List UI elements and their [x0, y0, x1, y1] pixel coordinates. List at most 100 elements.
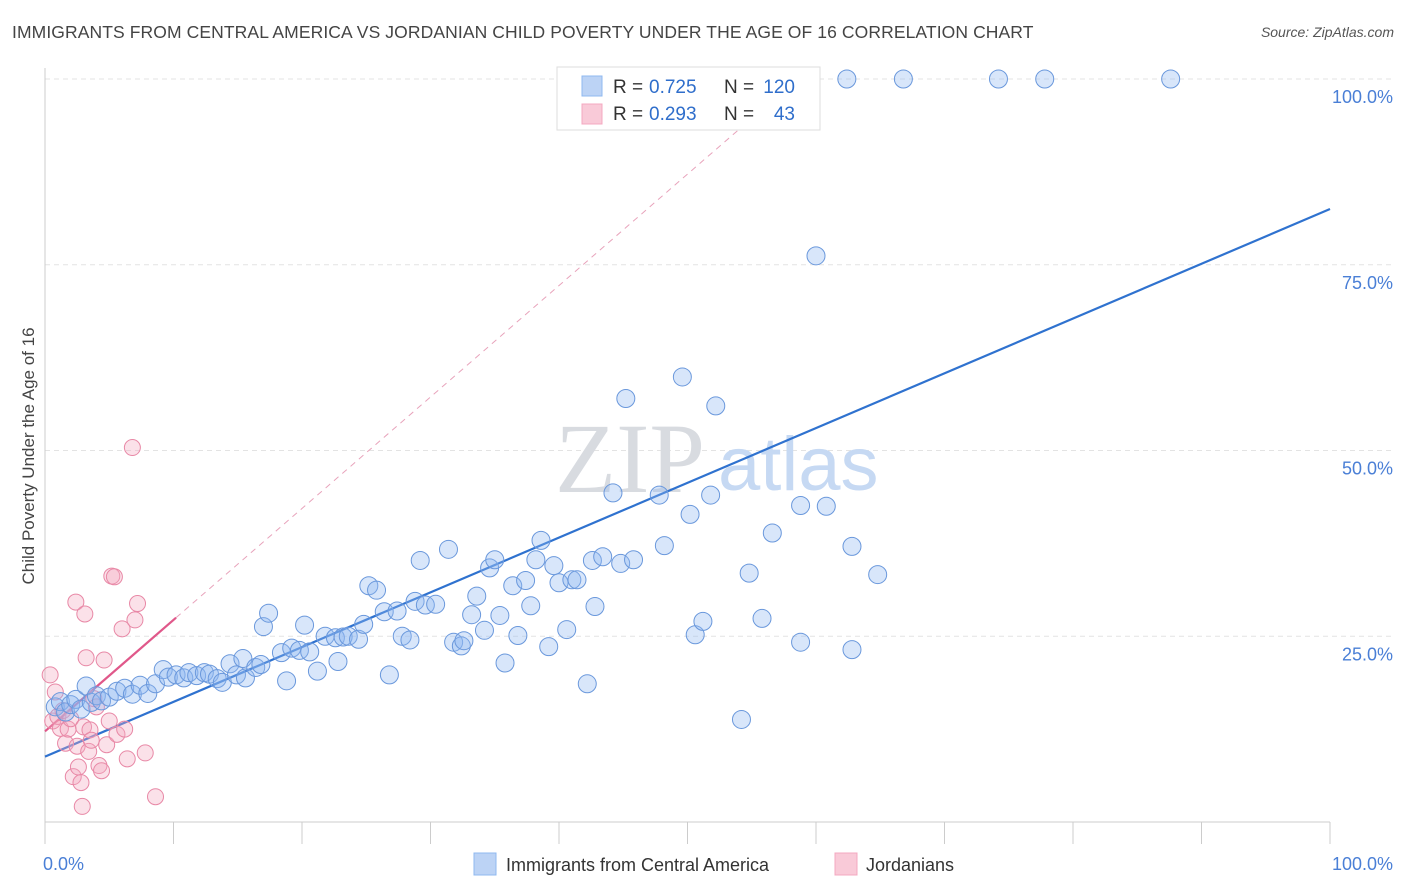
point-central-america-11 — [107, 681, 127, 701]
bottom-legend: Immigrants from Central America Jordania… — [473, 852, 954, 876]
point-central-america-106 — [816, 496, 836, 516]
point-jordanians-35 — [126, 611, 144, 629]
point-central-america-75 — [526, 550, 546, 570]
point-central-america-66 — [474, 620, 494, 640]
legend-swatch-jordanians — [581, 103, 603, 125]
point-central-america-103 — [791, 495, 811, 515]
point-central-america-21 — [179, 663, 199, 683]
point-jordanians-12 — [69, 758, 87, 776]
y-tick-label-2: 75.0% — [1342, 273, 1393, 293]
point-central-america-0 — [45, 697, 65, 717]
source-credit: Source: ZipAtlas.com — [1260, 24, 1394, 40]
y-tick-label-1: 50.0% — [1342, 459, 1393, 479]
point-central-america-50 — [367, 580, 387, 600]
point-central-america-85 — [585, 597, 605, 617]
point-central-america-76 — [531, 530, 551, 550]
point-central-america-39 — [295, 615, 315, 635]
point-central-america-68 — [485, 550, 505, 570]
watermark-zip: ZIP — [555, 403, 705, 514]
point-jordanians-20 — [82, 731, 100, 749]
point-central-america-18 — [158, 667, 178, 687]
point-central-america-110 — [837, 69, 857, 89]
point-central-america-30 — [235, 668, 255, 688]
legend-n-label-2: N = — [724, 104, 754, 125]
point-central-america-64 — [462, 605, 482, 625]
point-jordanians-17 — [77, 649, 95, 667]
point-jordanians-29 — [105, 568, 123, 586]
legend: R = 0.725 N = 120 R = 0.293 N = 43 — [556, 66, 821, 131]
x-tick-labels: 0.0% 100.0% — [43, 854, 1393, 874]
point-central-america-48 — [354, 614, 374, 634]
point-central-america-36 — [277, 671, 297, 691]
point-central-america-92 — [654, 536, 674, 556]
bottom-legend-swatch-jordanians — [834, 852, 858, 876]
point-central-america-78 — [544, 556, 564, 576]
point-central-america-80 — [557, 620, 577, 640]
point-central-america-83 — [577, 674, 597, 694]
legend-r-value-1: 0.725 — [649, 77, 697, 98]
point-central-america-27 — [220, 654, 240, 674]
point-central-america-38 — [289, 640, 309, 660]
point-central-america-107 — [842, 640, 862, 660]
point-jordanians-0 — [41, 666, 59, 684]
point-central-america-58 — [415, 595, 435, 615]
point-central-america-109 — [868, 565, 888, 585]
legend-n-value-2: 43 — [774, 104, 795, 125]
point-central-america-40 — [300, 642, 320, 662]
point-jordanians-37 — [136, 744, 154, 762]
legend-r-value-2: 0.293 — [649, 104, 697, 125]
point-central-america-114 — [1161, 69, 1181, 89]
point-central-america-15 — [138, 683, 158, 703]
point-central-america-73 — [516, 571, 536, 591]
trend-extension-jordanians — [175, 78, 798, 619]
point-central-america-111 — [893, 69, 913, 89]
point-central-america-87 — [603, 483, 623, 503]
point-jordanians-14 — [73, 797, 91, 815]
legend-swatch-central-america — [581, 75, 603, 97]
point-jordanians-13 — [72, 774, 90, 792]
point-jordanians-10 — [67, 593, 85, 611]
point-central-america-14 — [130, 675, 150, 695]
point-jordanians-38 — [147, 788, 165, 806]
point-central-america-52 — [379, 665, 399, 685]
point-jordanians-31 — [113, 620, 131, 638]
point-jordanians-32 — [116, 720, 134, 738]
point-central-america-62 — [451, 636, 471, 656]
data-points — [41, 69, 1181, 815]
point-central-america-4 — [66, 689, 86, 709]
point-central-america-57 — [410, 550, 430, 570]
point-central-america-74 — [521, 596, 541, 616]
legend-r-label-1: R = — [613, 77, 643, 98]
point-central-america-86 — [593, 547, 613, 567]
point-central-america-12 — [115, 678, 135, 698]
point-central-america-63 — [454, 631, 474, 651]
point-central-america-31 — [246, 657, 266, 677]
point-jordanians-2 — [46, 683, 64, 701]
y-tick-label-0: 25.0% — [1342, 644, 1393, 664]
point-jordanians-24 — [93, 762, 111, 780]
point-central-america-97 — [701, 485, 721, 505]
point-jordanians-26 — [98, 736, 116, 754]
point-central-america-70 — [495, 653, 515, 673]
point-jordanians-34 — [123, 439, 141, 457]
point-central-america-101 — [752, 608, 772, 628]
point-central-america-44 — [328, 652, 348, 672]
x-tick-label-1: 100.0% — [1332, 854, 1393, 874]
point-central-america-34 — [259, 603, 279, 623]
point-central-america-98 — [706, 396, 726, 416]
point-central-america-53 — [387, 601, 407, 621]
point-jordanians-8 — [62, 710, 80, 728]
point-central-america-105 — [806, 246, 826, 266]
point-central-america-47 — [349, 629, 369, 649]
x-tick-label-0: 0.0% — [43, 854, 84, 874]
point-central-america-45 — [333, 627, 353, 647]
point-central-america-100 — [739, 563, 759, 583]
point-central-america-89 — [616, 388, 636, 408]
series-points-1 — [41, 439, 165, 815]
point-central-america-37 — [282, 638, 302, 658]
point-jordanians-25 — [95, 651, 113, 669]
bottom-legend-label-jordanians: Jordanians — [866, 855, 954, 875]
point-central-america-94 — [680, 504, 700, 524]
point-central-america-84 — [582, 550, 602, 570]
